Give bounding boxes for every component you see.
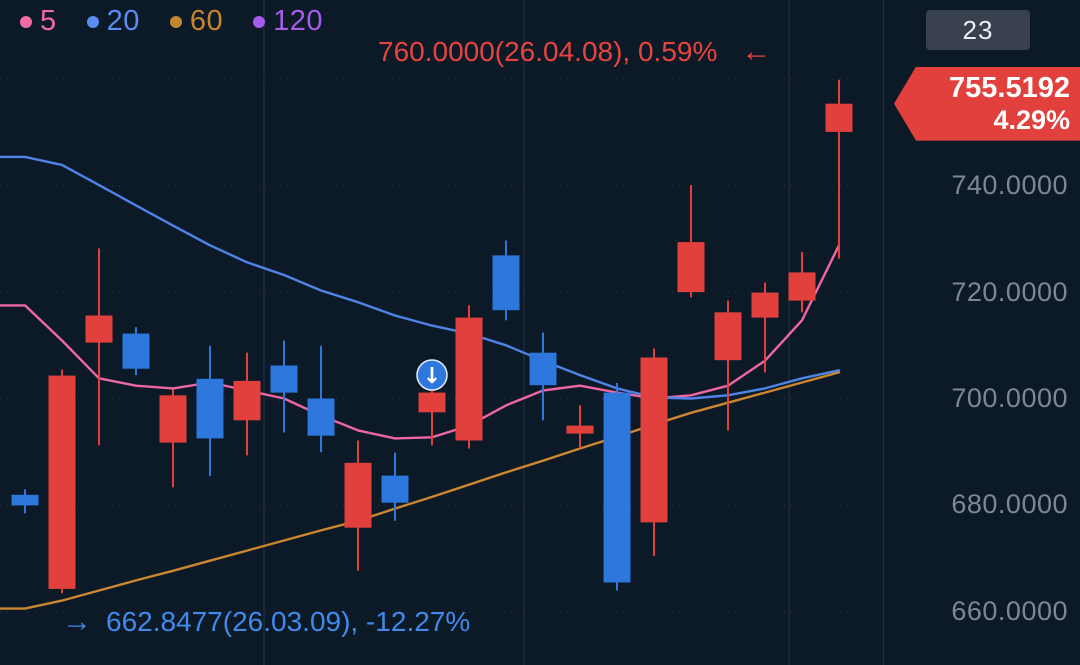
candle-body[interactable] bbox=[788, 272, 816, 301]
candle-body[interactable] bbox=[529, 352, 557, 386]
candle-body[interactable] bbox=[270, 365, 298, 393]
current-price-tag: 755.5192 4.29% bbox=[894, 66, 1080, 141]
sell-signal-marker[interactable] bbox=[416, 359, 448, 391]
candle-count-badge: 23 bbox=[926, 10, 1030, 50]
candle-body[interactable] bbox=[825, 103, 853, 132]
low-annotation-text: 662.8477(26.03.09), -12.27% bbox=[106, 606, 471, 637]
legend-ma120[interactable]: 120 bbox=[253, 5, 323, 38]
legend-ma5[interactable]: 5 bbox=[20, 5, 57, 38]
price-tick-label: 740.0000 bbox=[951, 170, 1068, 201]
candle-body[interactable] bbox=[307, 398, 335, 436]
down-arrow-icon: ↓ bbox=[423, 364, 441, 389]
legend-ma60-label: 60 bbox=[189, 5, 224, 37]
right-arrow-icon: → bbox=[62, 605, 92, 638]
ma5-dot-icon bbox=[20, 15, 32, 28]
current-price: 755.5192 bbox=[949, 71, 1070, 104]
candle-body[interactable] bbox=[751, 292, 779, 318]
left-arrow-icon: ← bbox=[741, 35, 772, 68]
candle-body[interactable] bbox=[455, 317, 483, 441]
candlestick-chart[interactable]: ↓ bbox=[0, 0, 883, 665]
candle-body[interactable] bbox=[381, 475, 409, 503]
candle-body[interactable] bbox=[159, 395, 187, 443]
ma20-dot-icon bbox=[86, 15, 99, 28]
low-price-annotation: → 662.8477(26.03.09), -12.27% bbox=[62, 606, 470, 638]
candle-body[interactable] bbox=[677, 242, 705, 293]
ma20-line bbox=[0, 155, 841, 400]
price-tick-container: 740.0000 720.0000 700.0000 680.0000 660.0000 bbox=[884, 0, 1080, 665]
price-change-percent: 4.29% bbox=[993, 104, 1070, 135]
candle-body[interactable] bbox=[566, 425, 594, 434]
legend-ma120-label: 120 bbox=[273, 5, 324, 37]
price-tick-label: 720.0000 bbox=[951, 276, 1068, 307]
ma-legend: 5 20 60 120 bbox=[20, 5, 323, 38]
price-tick-label: 680.0000 bbox=[951, 489, 1068, 520]
candle-body[interactable] bbox=[85, 315, 113, 343]
candle-body[interactable] bbox=[418, 392, 446, 413]
candle-body[interactable] bbox=[714, 312, 742, 361]
candle-body[interactable] bbox=[603, 392, 631, 583]
price-tick-label: 700.0000 bbox=[951, 383, 1068, 413]
ma5-line bbox=[0, 244, 841, 440]
candle-body[interactable] bbox=[640, 357, 668, 523]
candle-body[interactable] bbox=[122, 333, 150, 369]
high-price-annotation: 760.0000(26.04.08), 0.59% ← bbox=[378, 36, 771, 68]
candle-body[interactable] bbox=[492, 255, 520, 311]
candle-body[interactable] bbox=[11, 494, 39, 506]
candle-body[interactable] bbox=[196, 378, 224, 439]
candle-body[interactable] bbox=[48, 375, 76, 589]
ma120-dot-icon bbox=[253, 15, 266, 28]
ma60-line bbox=[0, 371, 841, 610]
price-tick-label: 660.0000 bbox=[951, 595, 1068, 626]
ma60-dot-icon bbox=[169, 15, 182, 28]
chart-plot-area[interactable]: ↓ 5 20 60 120 760.0000(26.04.08), 0.59% … bbox=[0, 0, 883, 665]
high-annotation-text: 760.0000(26.04.08), 0.59% bbox=[378, 36, 718, 67]
legend-ma60[interactable]: 60 bbox=[169, 5, 224, 38]
legend-ma20[interactable]: 20 bbox=[86, 5, 140, 38]
candle-body[interactable] bbox=[344, 462, 372, 528]
price-axis-panel[interactable]: 740.0000 720.0000 700.0000 680.0000 660.0000… bbox=[883, 0, 1080, 665]
legend-ma20-label: 20 bbox=[106, 5, 140, 37]
legend-ma5-label: 5 bbox=[40, 5, 57, 37]
candle-body[interactable] bbox=[233, 380, 261, 421]
